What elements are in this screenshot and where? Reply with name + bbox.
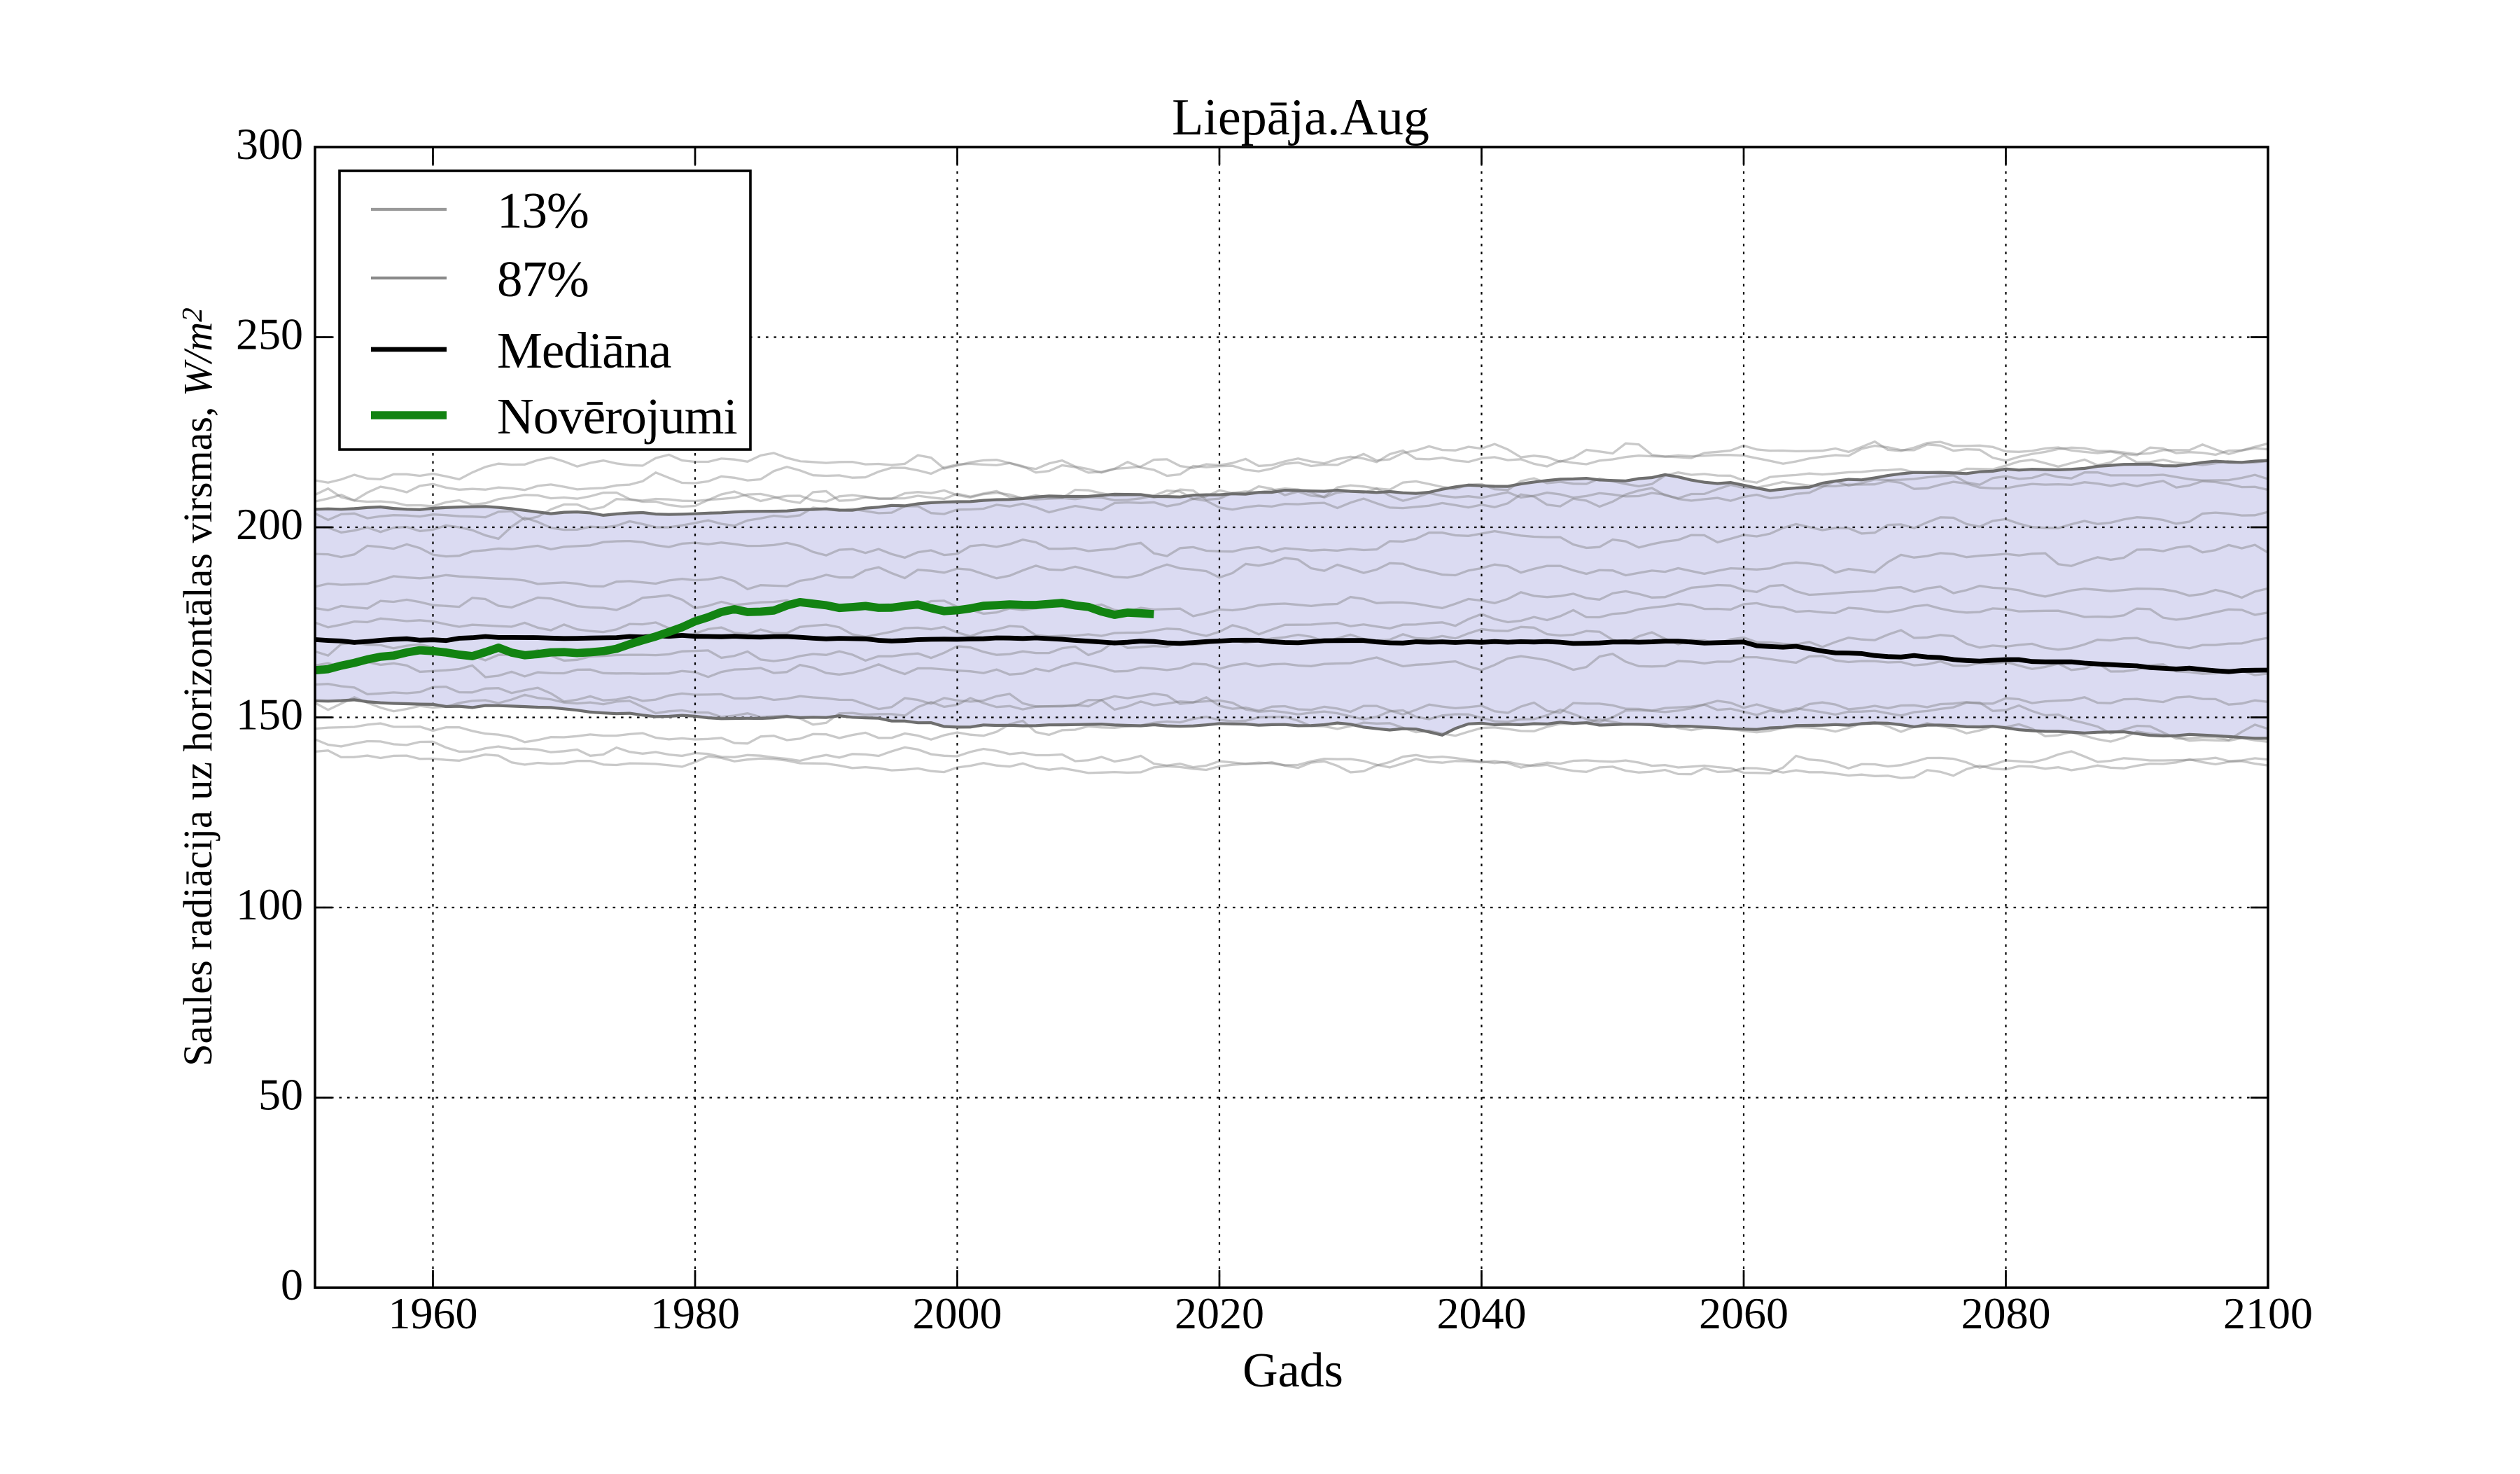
svg-text:1980: 1980: [650, 1288, 740, 1338]
svg-text:150: 150: [236, 690, 303, 739]
svg-text:87%: 87%: [497, 251, 589, 307]
svg-text:13%: 13%: [497, 182, 589, 239]
svg-text:Saules radiācija uz horizontāl: Saules radiācija uz horizontālas virsmas…: [175, 307, 220, 1066]
svg-text:2100: 2100: [2223, 1288, 2313, 1338]
svg-text:Mediāna: Mediāna: [497, 322, 671, 379]
svg-text:2000: 2000: [913, 1288, 1002, 1338]
svg-text:200: 200: [236, 499, 303, 549]
svg-text:Gads: Gads: [1242, 1344, 1343, 1398]
svg-text:300: 300: [236, 119, 303, 169]
svg-text:Novērojumi: Novērojumi: [497, 388, 737, 445]
svg-text:Liepāja.Aug: Liepāja.Aug: [1172, 89, 1429, 146]
svg-text:0: 0: [281, 1260, 303, 1309]
svg-text:50: 50: [258, 1070, 303, 1120]
svg-text:250: 250: [236, 310, 303, 359]
svg-text:2080: 2080: [1961, 1288, 2051, 1338]
svg-text:100: 100: [236, 879, 303, 929]
svg-text:2060: 2060: [1699, 1288, 1788, 1338]
svg-text:2040: 2040: [1437, 1288, 1527, 1338]
svg-text:1960: 1960: [388, 1288, 478, 1338]
svg-text:2020: 2020: [1175, 1288, 1264, 1338]
